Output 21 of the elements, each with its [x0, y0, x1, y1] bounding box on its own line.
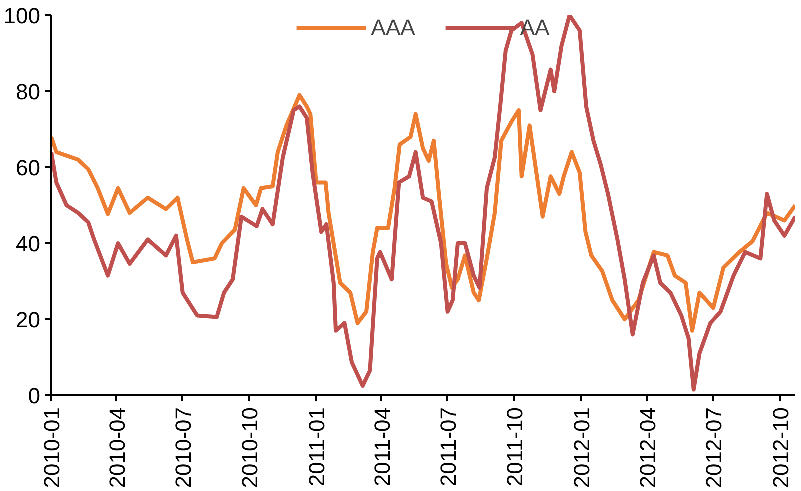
x-tick-label: 2011-07: [436, 407, 461, 487]
y-tick-label: 100: [4, 4, 41, 28]
y-tick-label: 0: [28, 384, 41, 408]
line-series: [52, 16, 796, 392]
line-series: [52, 93, 796, 333]
x-tick-label: 2010-10: [238, 407, 263, 488]
x-tick-label: 2010-04: [104, 407, 130, 488]
x-tick-label: 2012-04: [635, 407, 660, 488]
x-tick-label: 2010-01: [40, 407, 64, 488]
x-tick-label: 2012-10: [768, 407, 794, 488]
y-tick-label: 40: [16, 232, 41, 256]
y-tick-label: 20: [16, 308, 41, 332]
x-tick-label: 2012-01: [569, 407, 594, 488]
x-tick-label: 2011-04: [370, 407, 395, 487]
x-tick-label: 2011-01: [304, 407, 330, 487]
y-tick-label: 60: [16, 156, 41, 180]
x-tick-label: 2010-07: [170, 407, 196, 488]
x-tick-label: 2011-10: [502, 407, 528, 487]
legend-label: AAA: [371, 15, 416, 41]
y-tick-label: 80: [16, 80, 41, 104]
x-tick-label: 2012-07: [701, 407, 726, 488]
